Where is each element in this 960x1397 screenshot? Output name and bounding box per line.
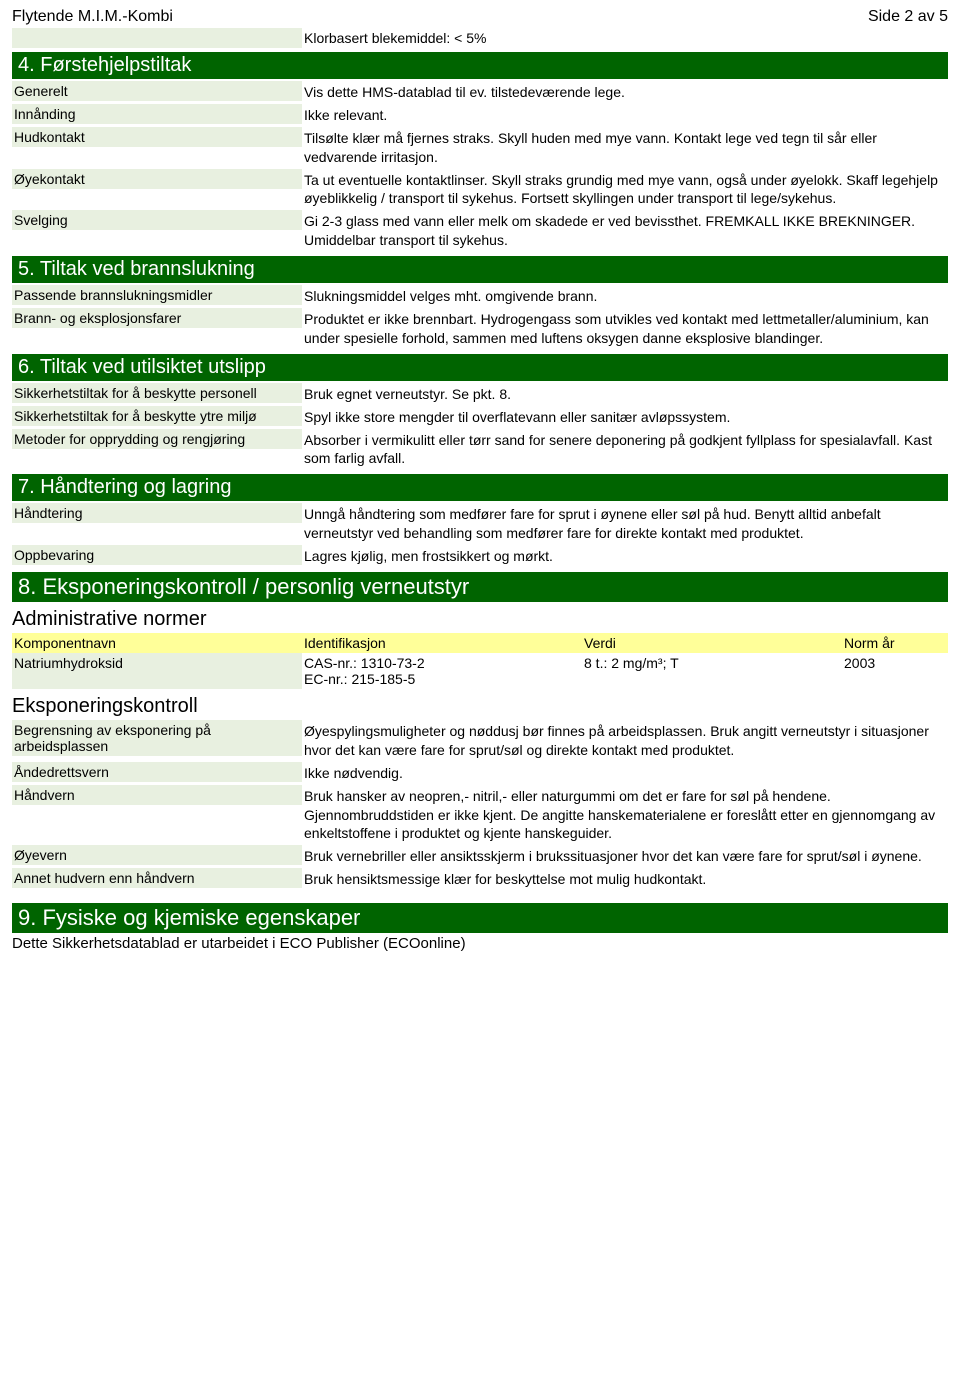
kv-label: Hudkontakt	[12, 127, 302, 147]
section-8-header: 8. Eksponeringskontroll / personlig vern…	[12, 572, 948, 602]
kv-label: Metoder for opprydding og rengjøring	[12, 429, 302, 449]
kv-value: Spyl ikke store mengder til overflatevan…	[302, 406, 948, 429]
kv-label: Øyevern	[12, 845, 302, 865]
kv-value: Øyespylingsmuligheter og nøddusj bør fin…	[302, 720, 948, 762]
kv-label: Svelging	[12, 210, 302, 230]
th-component: Komponentnavn	[12, 633, 302, 653]
kv-label: Sikkerhetstiltak for å beskytte ytre mil…	[12, 406, 302, 426]
norms-table-row: Natriumhydroksid CAS-nr.: 1310-73-2 EC-n…	[12, 653, 948, 689]
kv-label: Håndvern	[12, 785, 302, 805]
kv-row: Håndtering Unngå håndtering som medfører…	[12, 503, 948, 545]
kv-value: Ikke relevant.	[302, 104, 948, 127]
section-4-header: 4. Førstehjelpstiltak	[12, 52, 948, 79]
section-9-header: 9. Fysiske og kjemiske egenskaper	[12, 903, 948, 933]
section-8-sub1: Administrative normer	[12, 606, 948, 633]
kv-row: Oppbevaring Lagres kjølig, men frostsikk…	[12, 545, 948, 568]
kv-value: Bruk hensiktsmessige klær for beskyttels…	[302, 868, 948, 891]
composition-line-wrap: Klorbasert blekemiddel: < 5%	[12, 28, 948, 48]
kv-row: Annet hudvern enn håndvern Bruk hensikts…	[12, 868, 948, 891]
kv-row: Begrensning av eksponering på arbeidspla…	[12, 720, 948, 762]
kv-row: Innånding Ikke relevant.	[12, 104, 948, 127]
kv-label: Begrensning av eksponering på arbeidspla…	[12, 720, 302, 756]
kv-value: Absorber i vermikulitt eller tørr sand f…	[302, 429, 948, 471]
footer-text: Dette Sikkerhetsdatablad er utarbeidet i…	[12, 935, 948, 952]
kv-row: Passende brannslukningsmidler Slukningsm…	[12, 285, 948, 308]
section-6-header: 6. Tiltak ved utilsiktet utslipp	[12, 354, 948, 381]
kv-value: Produktet er ikke brennbart. Hydrogengas…	[302, 308, 948, 350]
th-value: Verdi	[582, 633, 842, 653]
kv-row: Svelging Gi 2-3 glass med vann eller mel…	[12, 210, 948, 252]
section-5-header: 5. Tiltak ved brannslukning	[12, 256, 948, 283]
kv-value: Lagres kjølig, men frostsikkert og mørkt…	[302, 545, 948, 568]
page-header: Flytende M.I.M.-Kombi Side 2 av 5	[12, 8, 948, 26]
kv-row: Øyevern Bruk vernebriller eller ansiktss…	[12, 845, 948, 868]
kv-row: Øyekontakt Ta ut eventuelle kontaktlinse…	[12, 169, 948, 211]
td-year: 2003	[842, 653, 948, 689]
kv-row: Brann- og eksplosjonsfarer Produktet er …	[12, 308, 948, 350]
th-year: Norm år	[842, 633, 948, 653]
kv-row: Håndvern Bruk hansker av neopren,- nitri…	[12, 785, 948, 846]
td-identification: CAS-nr.: 1310-73-2 EC-nr.: 215-185-5	[302, 653, 582, 689]
kv-value: Ta ut eventuelle kontaktlinser. Skyll st…	[302, 169, 948, 211]
kv-label: Sikkerhetstiltak for å beskytte personel…	[12, 383, 302, 403]
page-number: Side 2 av 5	[868, 8, 948, 26]
th-identification: Identifikasjon	[302, 633, 582, 653]
kv-value: Gi 2-3 glass med vann eller melk om skad…	[302, 210, 948, 252]
indent-spacer	[12, 28, 302, 48]
kv-row: Metoder for opprydding og rengjøring Abs…	[12, 429, 948, 471]
kv-label: Generelt	[12, 81, 302, 101]
kv-label: Annet hudvern enn håndvern	[12, 868, 302, 888]
kv-row: Sikkerhetstiltak for å beskytte ytre mil…	[12, 406, 948, 429]
kv-label: Øyekontakt	[12, 169, 302, 189]
kv-label: Passende brannslukningsmidler	[12, 285, 302, 305]
kv-value: Slukningsmiddel velges mht. omgivende br…	[302, 285, 948, 308]
norms-table-header: Komponentnavn Identifikasjon Verdi Norm …	[12, 633, 948, 653]
td-component: Natriumhydroksid	[12, 653, 302, 689]
kv-value: Tilsølte klær må fjernes straks. Skyll h…	[302, 127, 948, 169]
kv-label: Håndtering	[12, 503, 302, 523]
kv-label: Brann- og eksplosjonsfarer	[12, 308, 302, 328]
section-7-header: 7. Håndtering og lagring	[12, 474, 948, 501]
kv-row: Hudkontakt Tilsølte klær må fjernes stra…	[12, 127, 948, 169]
kv-value: Unngå håndtering som medfører fare for s…	[302, 503, 948, 545]
composition-line: Klorbasert blekemiddel: < 5%	[302, 28, 489, 48]
section-8-sub2: Eksponeringskontroll	[12, 693, 948, 720]
td-value: 8 t.: 2 mg/m³; T	[582, 653, 842, 689]
kv-label: Oppbevaring	[12, 545, 302, 565]
document-title: Flytende M.I.M.-Kombi	[12, 8, 173, 26]
kv-value: Bruk hansker av neopren,- nitril,- eller…	[302, 785, 948, 846]
kv-value: Bruk vernebriller eller ansiktsskjerm i …	[302, 845, 948, 868]
kv-label: Innånding	[12, 104, 302, 124]
kv-value: Ikke nødvendig.	[302, 762, 948, 785]
kv-label: Åndedrettsvern	[12, 762, 302, 782]
kv-row: Generelt Vis dette HMS-datablad til ev. …	[12, 81, 948, 104]
kv-row: Sikkerhetstiltak for å beskytte personel…	[12, 383, 948, 406]
kv-value: Vis dette HMS-datablad til ev. tilstedev…	[302, 81, 948, 104]
kv-row: Åndedrettsvern Ikke nødvendig.	[12, 762, 948, 785]
kv-value: Bruk egnet verneutstyr. Se pkt. 8.	[302, 383, 948, 406]
